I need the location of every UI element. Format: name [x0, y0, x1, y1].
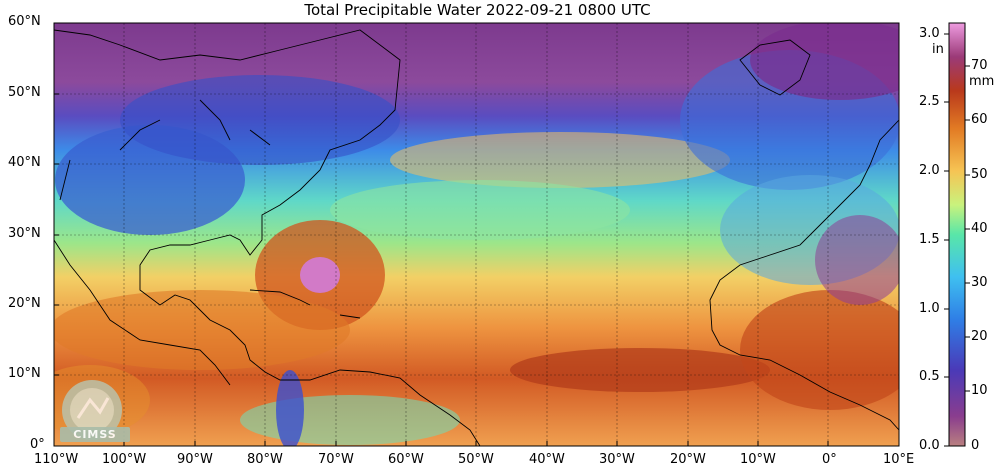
cb-mm-tick-50: 50: [971, 167, 988, 182]
cb-in-tick-2.5: 2.5: [919, 94, 940, 109]
cb-in-tick-1.5: 1.5: [919, 232, 940, 247]
lat-label-40n: 40°N: [8, 155, 41, 170]
lon-label-10w: 10°W: [740, 452, 776, 467]
cb-mm-tick-70: 70: [971, 58, 988, 73]
lon-label-110w: 110°W: [34, 452, 79, 467]
lon-label-100w: 100°W: [102, 452, 147, 467]
lon-label-10e: 10°E: [883, 452, 915, 467]
lon-label-80w: 80°W: [247, 452, 283, 467]
lon-label-60w: 60°W: [388, 452, 424, 467]
cb-in-tick-0.5: 0.5: [919, 369, 940, 384]
cb-in-unit: in: [932, 42, 944, 57]
lat-label-60n: 60°N: [8, 14, 41, 29]
colorbar-ticks: [944, 33, 970, 447]
colorbar: [948, 22, 966, 447]
cb-mm-tick-60: 60: [971, 112, 988, 127]
lon-label-90w: 90°W: [177, 452, 213, 467]
lat-label-0: 0°: [30, 437, 45, 452]
lat-label-30n: 30°N: [8, 226, 41, 241]
cb-mm-tick-10: 10: [971, 383, 988, 398]
lon-label-20w: 20°W: [670, 452, 706, 467]
cb-in-tick-1.0: 1.0: [919, 301, 940, 316]
cimss-logo: [62, 380, 122, 440]
cb-mm-tick-40: 40: [971, 221, 988, 236]
lon-label-70w: 70°W: [318, 452, 354, 467]
cimss-logo-text: CIMSS: [60, 427, 130, 442]
cb-mm-tick-30: 30: [971, 275, 988, 290]
graticule: [54, 23, 899, 446]
lat-label-20n: 20°N: [8, 296, 41, 311]
cb-in-tick-0.0: 0.0: [919, 438, 940, 453]
lon-label-50w: 50°W: [458, 452, 494, 467]
lat-label-50n: 50°N: [8, 85, 41, 100]
lon-label-30w: 30°W: [599, 452, 635, 467]
axis-ticks: [54, 22, 829, 447]
cb-in-tick-2.0: 2.0: [919, 163, 940, 178]
cb-mm-unit: mm: [969, 74, 995, 89]
cb-in-tick-3.0: 3.0: [919, 26, 940, 41]
lat-label-10n: 10°N: [8, 366, 41, 381]
cb-mm-tick-0: 0: [971, 438, 980, 453]
lon-label-40w: 40°W: [529, 452, 565, 467]
lon-label-0: 0°: [822, 452, 837, 467]
map-title: Total Precipitable Water 2022-09-21 0800…: [304, 1, 651, 19]
cb-mm-tick-20: 20: [971, 329, 988, 344]
